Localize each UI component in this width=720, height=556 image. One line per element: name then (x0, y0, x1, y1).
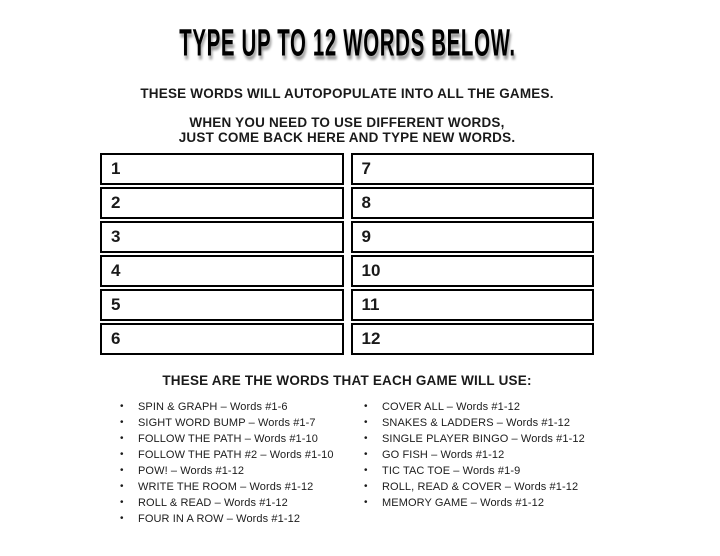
bullet-icon: • (364, 433, 368, 444)
list-item: • GO FISH – Words #1-12 (364, 447, 608, 463)
bullet-icon: • (364, 401, 368, 412)
word-number: 7 (361, 159, 371, 178)
word-column-left: 1 2 3 4 5 6 (100, 153, 344, 355)
word-number: 8 (361, 193, 371, 212)
game-usage-text: POW! – Words #1-12 (138, 465, 245, 477)
list-item: • ROLL, READ & COVER – Words #1-12 (364, 479, 608, 495)
list-item: • FOLLOW THE PATH #2 – Words #1-10 (120, 447, 364, 463)
list-item: • SIGHT WORD BUMP – Words #1-7 (120, 415, 364, 431)
bullet-icon: • (364, 481, 368, 492)
word-number: 4 (111, 261, 121, 280)
word-number: 10 (361, 261, 381, 280)
bullet-icon: • (120, 417, 124, 428)
bullet-icon: • (364, 417, 368, 428)
list-item: • SNAKES & LADDERS – Words #1-12 (364, 415, 608, 431)
word-number: 12 (361, 329, 381, 348)
game-usage-text: SPIN & GRAPH – Words #1-6 (138, 401, 288, 413)
games-usage-lists: • SPIN & GRAPH – Words #1-6 • SIGHT WORD… (120, 399, 720, 527)
word-cell-6[interactable]: 6 (100, 323, 344, 355)
list-item: • WRITE THE ROOM – Words #1-12 (120, 479, 364, 495)
word-cell-10[interactable]: 10 (350, 255, 594, 287)
word-cell-3[interactable]: 3 (100, 221, 344, 253)
word-cell-11[interactable]: 11 (350, 289, 594, 321)
word-cell-1[interactable]: 1 (100, 153, 344, 185)
bullet-icon: • (364, 497, 368, 508)
bullet-icon: • (120, 465, 124, 476)
game-usage-text: MEMORY GAME – Words #1-12 (382, 497, 545, 509)
instructions-line-1: WHEN YOU NEED TO USE DIFFERENT WORDS, (189, 115, 505, 130)
word-cell-8[interactable]: 8 (350, 187, 594, 219)
bullet-icon: • (120, 401, 124, 412)
word-cell-4[interactable]: 4 (100, 255, 344, 287)
game-usage-text: FOLLOW THE PATH – Words #1-10 (138, 433, 318, 445)
word-cell-2[interactable]: 2 (100, 187, 344, 219)
word-number: 5 (111, 295, 121, 314)
word-cell-7[interactable]: 7 (350, 153, 594, 185)
game-usage-text: TIC TAC TOE – Words #1-9 (382, 465, 521, 477)
bullet-icon: • (364, 449, 368, 460)
autopopulate-note: THESE WORDS WILL AUTOPOPULATE INTO ALL T… (140, 86, 554, 101)
bullet-icon: • (120, 449, 124, 460)
games-usage-heading: THESE ARE THE WORDS THAT EACH GAME WILL … (162, 373, 532, 388)
list-item: • ROLL & READ – Words #1-12 (120, 495, 364, 511)
page-title: TYPE UP TO 12 WORDS BELOW. (178, 22, 516, 65)
list-item: • FOLLOW THE PATH – Words #1-10 (120, 431, 364, 447)
list-item: • COVER ALL – Words #1-12 (364, 399, 608, 415)
game-usage-text: SNAKES & LADDERS – Words #1-12 (382, 417, 571, 429)
list-item: • POW! – Words #1-12 (120, 463, 364, 479)
game-usage-text: GO FISH – Words #1-12 (382, 449, 505, 461)
word-number: 9 (361, 227, 371, 246)
word-number: 1 (111, 159, 121, 178)
word-column-right: 7 8 9 10 11 12 (350, 153, 594, 355)
list-item: • TIC TAC TOE – Words #1-9 (364, 463, 608, 479)
list-item: • SPIN & GRAPH – Words #1-6 (120, 399, 364, 415)
game-usage-text: SINGLE PLAYER BINGO – Words #1-12 (382, 433, 585, 445)
word-number: 11 (361, 295, 380, 314)
bullet-icon: • (120, 433, 124, 444)
bullet-icon: • (364, 465, 368, 476)
game-usage-text: SIGHT WORD BUMP – Words #1-7 (138, 417, 316, 429)
word-entry-table: 1 2 3 4 5 6 (100, 153, 594, 355)
word-cell-5[interactable]: 5 (100, 289, 344, 321)
game-usage-text: COVER ALL – Words #1-12 (382, 401, 521, 413)
instructions-line-2: JUST COME BACK HERE AND TYPE NEW WORDS. (178, 130, 516, 145)
word-cell-12[interactable]: 12 (350, 323, 594, 355)
game-usage-text: ROLL, READ & COVER – Words #1-12 (382, 481, 579, 493)
word-number: 2 (111, 193, 121, 212)
bullet-icon: • (120, 497, 124, 508)
game-usage-text: FOUR IN A ROW – Words #1-12 (138, 513, 301, 525)
bullet-icon: • (120, 481, 124, 492)
word-cell-9[interactable]: 9 (350, 221, 594, 253)
list-item: • MEMORY GAME – Words #1-12 (364, 495, 608, 511)
word-number: 3 (111, 227, 121, 246)
game-usage-text: FOLLOW THE PATH #2 – Words #1-10 (138, 449, 334, 461)
instructions: WHEN YOU NEED TO USE DIFFERENT WORDS, JU… (0, 115, 694, 145)
list-item: • FOUR IN A ROW – Words #1-12 (120, 511, 364, 527)
game-usage-text: ROLL & READ – Words #1-12 (138, 497, 288, 509)
game-usage-text: WRITE THE ROOM – Words #1-12 (138, 481, 314, 493)
bullet-icon: • (120, 513, 124, 524)
games-list-left: • SPIN & GRAPH – Words #1-6 • SIGHT WORD… (120, 399, 364, 527)
word-number: 6 (111, 329, 121, 348)
games-list-right: • COVER ALL – Words #1-12 • SNAKES & LAD… (364, 399, 608, 527)
list-item: • SINGLE PLAYER BINGO – Words #1-12 (364, 431, 608, 447)
